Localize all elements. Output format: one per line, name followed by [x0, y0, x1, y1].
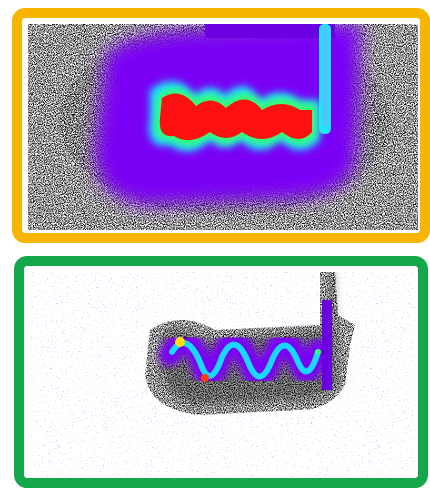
hotspot [315, 349, 321, 355]
purple-top [205, 24, 335, 38]
screenshot [0, 0, 430, 491]
purple-spike [322, 300, 332, 390]
bottom-panel [19, 261, 423, 483]
heatmap [30, 272, 415, 477]
page: (() => { const data = JSON.parse(documen… [0, 0, 430, 491]
top-panel [17, 13, 425, 238]
hotspot [175, 337, 185, 347]
bar-core [322, 26, 328, 126]
hotspot [201, 374, 209, 382]
heatmap [28, 24, 418, 230]
